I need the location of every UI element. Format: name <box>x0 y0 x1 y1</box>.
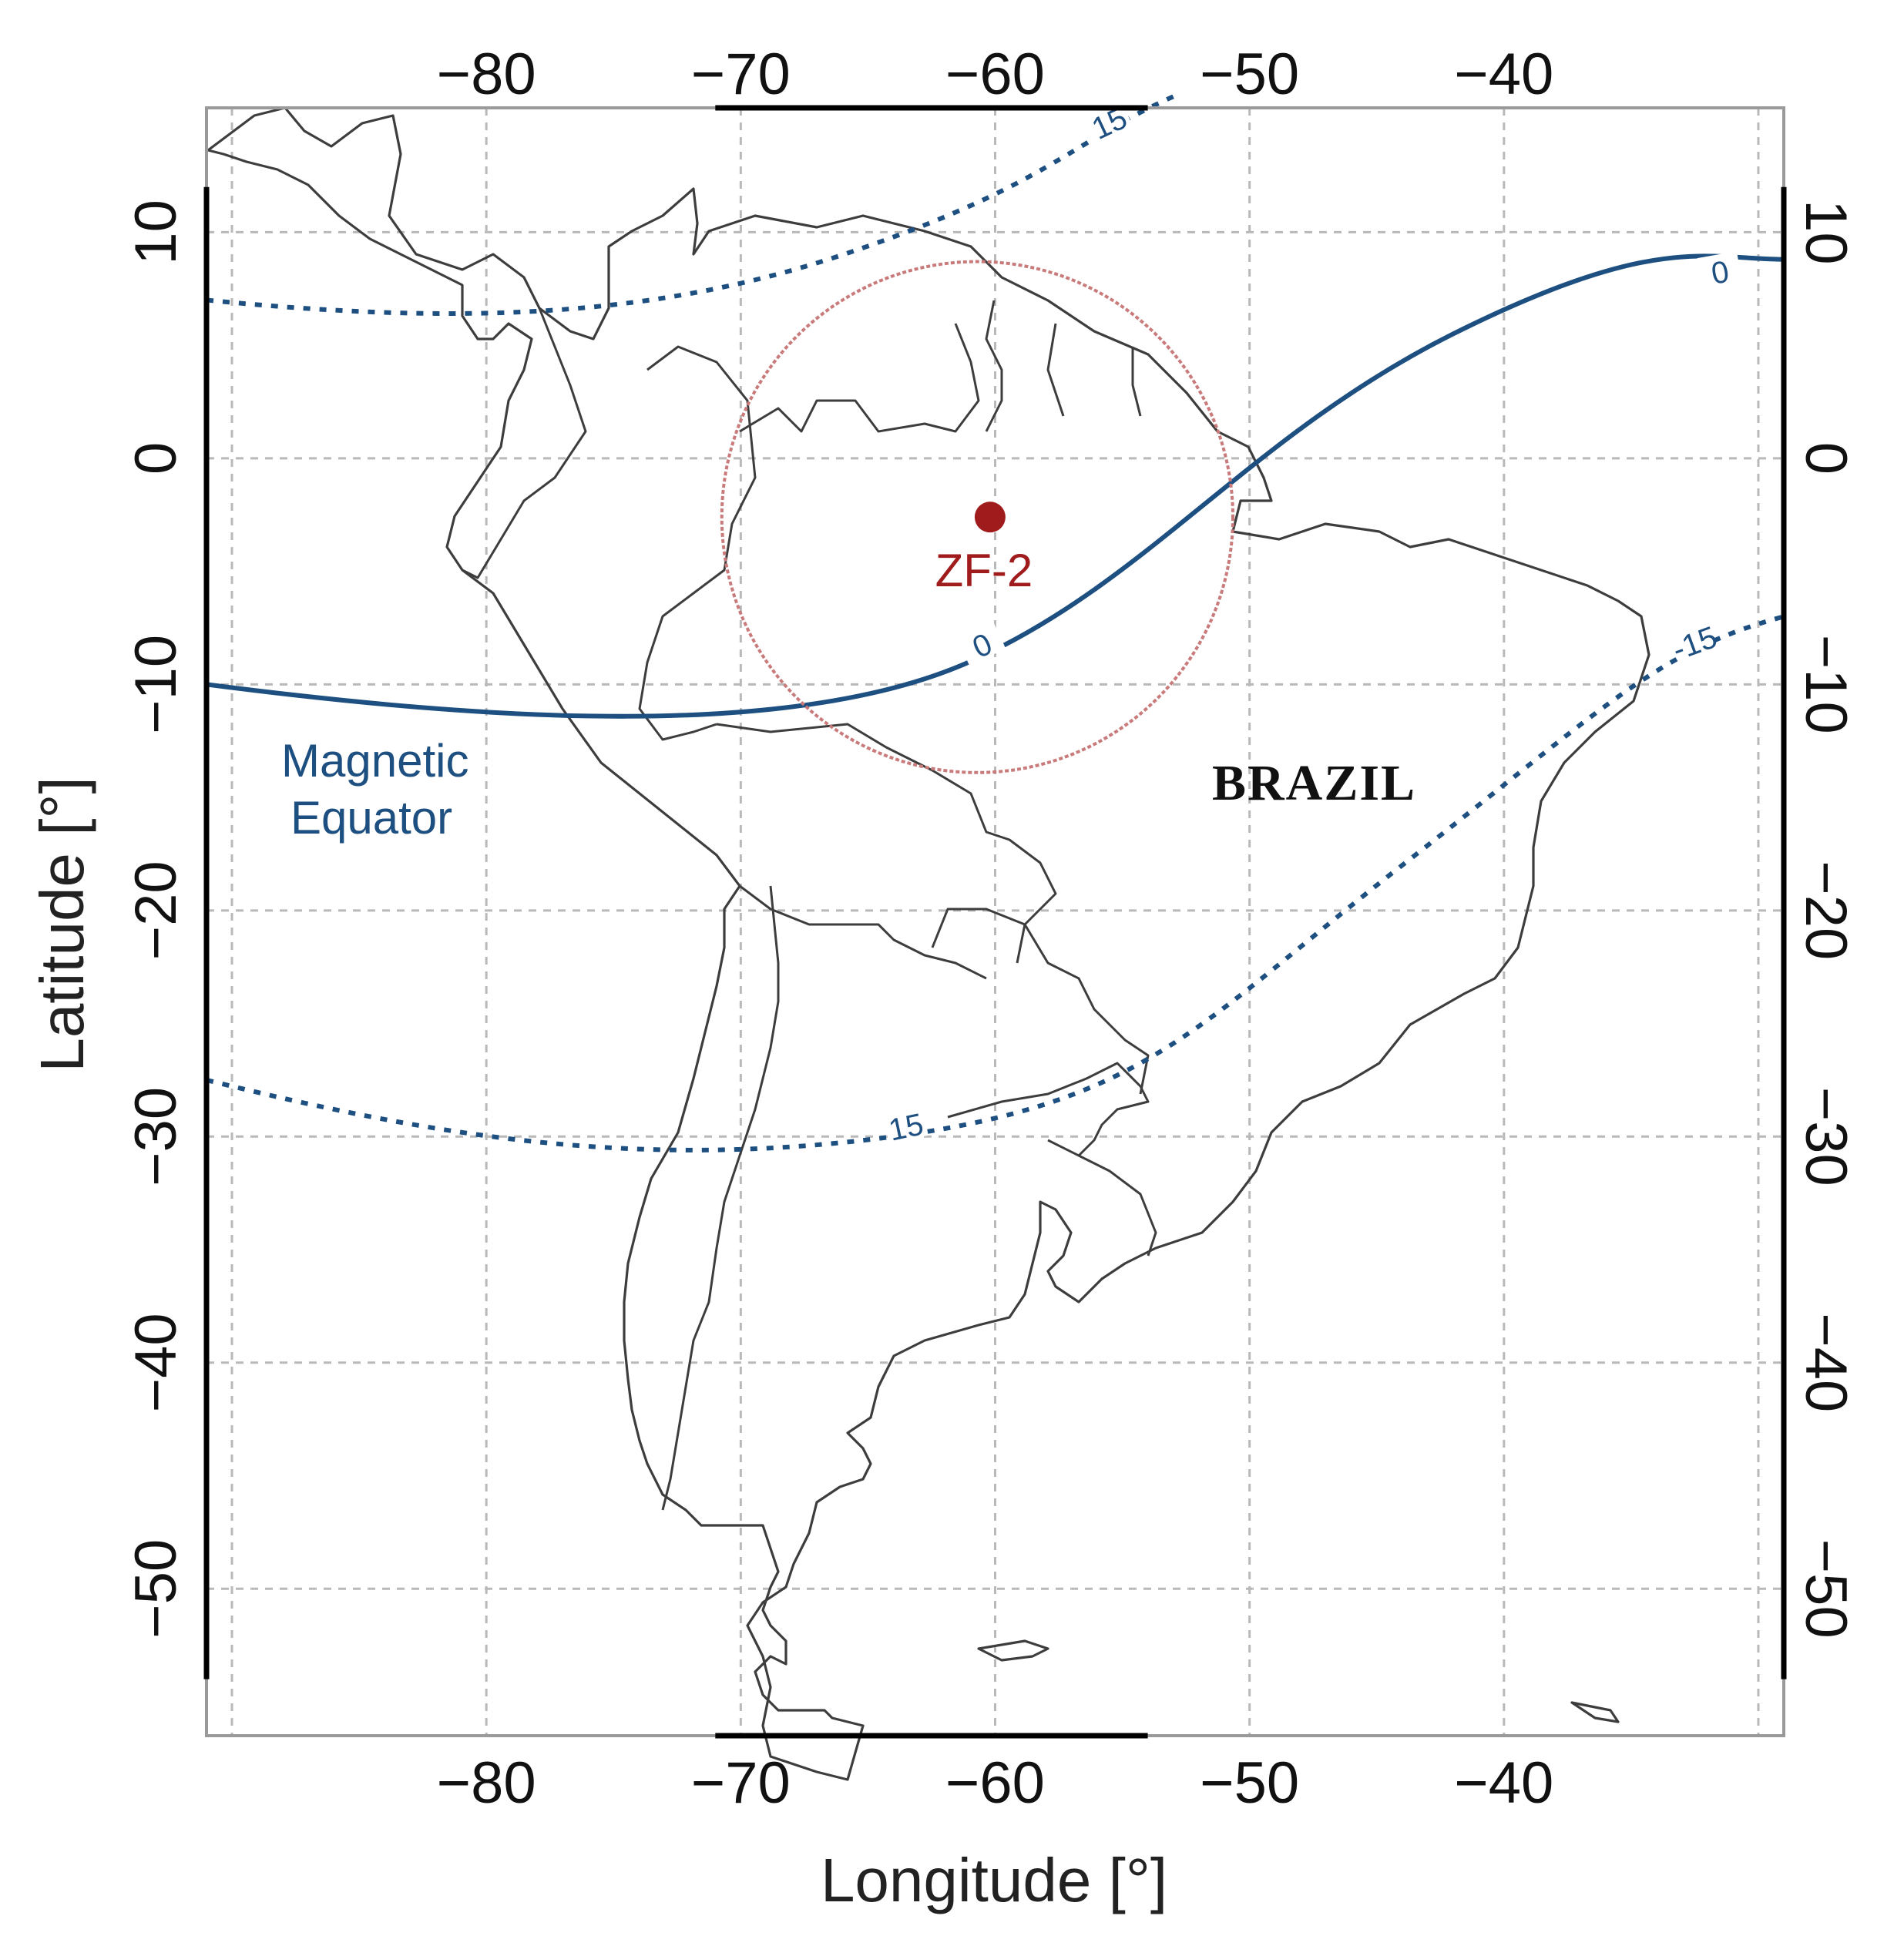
contour-label-15-south-bg <box>882 1105 928 1144</box>
y-tick-label-right: −50 <box>1793 1539 1859 1639</box>
contour-label-minus15-bg <box>1669 619 1718 663</box>
x-tick-label-top: −70 <box>691 42 791 107</box>
site-layer: ZF-2 <box>720 260 1235 774</box>
x-tick-label-top: −50 <box>1200 42 1299 107</box>
magnetic-equator-line <box>206 253 1785 719</box>
contour-line-15-north <box>206 94 1174 317</box>
y-tick-label-left: −30 <box>123 1087 189 1186</box>
plot-border <box>205 106 1785 1737</box>
y-tick-label-left: 10 <box>123 200 189 265</box>
x-tick-label-bottom: −50 <box>1200 1750 1299 1816</box>
contour-label-15-south: 15 <box>886 1107 927 1147</box>
x-tick-label-bottom: −60 <box>945 1750 1045 1816</box>
y-tick-label-right: −30 <box>1793 1087 1859 1186</box>
y-tick-label-left: −10 <box>123 635 189 734</box>
y-tick-label-left: −50 <box>123 1539 189 1639</box>
x-tick-label-bottom: −40 <box>1454 1750 1553 1816</box>
contour-label-0-left-bg <box>956 620 1006 666</box>
y-tick-label-right: 10 <box>1793 200 1859 265</box>
y-tick-label-left: −20 <box>123 861 189 960</box>
contour-label-0-right-bg <box>1697 251 1742 289</box>
x-tick-label-bottom: −70 <box>691 1750 791 1816</box>
x-tick-label-top: −80 <box>437 42 536 107</box>
magnetic-equator-label-line2: Equator <box>290 792 452 844</box>
y-tick-label-left: −40 <box>123 1313 189 1412</box>
site-label-zf2: ZF-2 <box>935 545 1033 596</box>
contour-line-15-south <box>206 614 1785 1153</box>
site-radius-circle <box>720 260 1235 774</box>
y-axis-title: Latitude [°] <box>28 777 96 1072</box>
axis-ticks: −80 −80 −70 −70 −60 −60 −50 −50 −40 −40 10 10 0 0 −10 −… <box>123 42 1859 1816</box>
y-tick-label-right: −10 <box>1793 635 1859 734</box>
x-tick-label-top: −40 <box>1454 42 1553 107</box>
x-axis-title: Longitude [°] <box>821 1846 1167 1914</box>
south-america-coastline <box>207 106 1650 1781</box>
y-tick-label-right: 0 <box>1793 442 1859 475</box>
map-frame <box>203 105 1787 1739</box>
y-tick-label-right: −40 <box>1793 1313 1859 1412</box>
y-tick-label-left: 0 <box>123 442 189 475</box>
gridlines <box>207 108 1784 1736</box>
magnetic-equator-label-line1: Magnetic <box>281 735 468 787</box>
x-tick-label-bottom: −80 <box>437 1750 536 1816</box>
x-tick-label-top: −60 <box>945 42 1045 107</box>
y-tick-label-right: −20 <box>1793 861 1859 960</box>
site-marker-zf2 <box>974 502 1006 533</box>
country-label-brazil: BRAZIL <box>1212 755 1416 811</box>
